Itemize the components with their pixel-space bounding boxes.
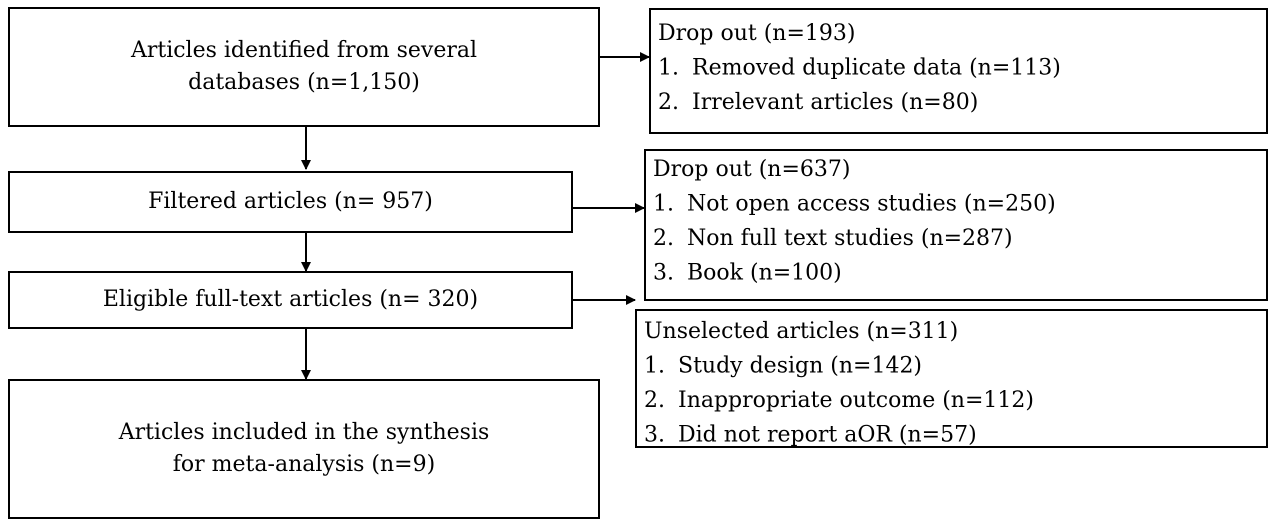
box-text: databases (n=1,150)	[188, 70, 420, 95]
flow-box	[8, 271, 573, 329]
diagram-content: Articles identified from several database…	[8, 7, 1268, 519]
exclusion-title: Drop out (n=193)	[658, 21, 855, 46]
exclusion-box	[635, 309, 1268, 448]
box-text: Eligible full-text articles (n= 320)	[103, 287, 478, 312]
item-text: Inappropriate outcome (n=112)	[678, 388, 1034, 413]
exclusion-box	[649, 8, 1268, 134]
item-number: 3.	[644, 423, 665, 448]
item-number: 2.	[658, 90, 679, 115]
item-text: Non full text studies (n=287)	[687, 226, 1013, 251]
item-number: 3.	[653, 261, 674, 286]
item-number: 2.	[644, 388, 665, 413]
item-text: Not open access studies (n=250)	[687, 192, 1056, 217]
exclusion-box	[644, 149, 1268, 301]
item-number: 1.	[653, 192, 674, 217]
item-text: Study design (n=142)	[678, 354, 922, 379]
exclusion-title: Drop out (n=637)	[653, 157, 850, 182]
item-number: 1.	[644, 354, 665, 379]
item-text: Removed duplicate data (n=113)	[692, 56, 1061, 81]
exclusion-title: Unselected articles (n=311)	[644, 319, 958, 344]
box-text: for meta-analysis (n=9)	[173, 452, 435, 477]
item-text: Book (n=100)	[687, 261, 842, 286]
item-number: 2.	[653, 226, 674, 251]
flow-box	[8, 7, 600, 127]
box-text: Articles identified from several	[130, 38, 477, 63]
item-number: 1.	[658, 56, 679, 81]
box-text: Filtered articles (n= 957)	[148, 189, 433, 214]
flow-box	[8, 171, 573, 233]
item-text: Irrelevant articles (n=80)	[692, 90, 978, 115]
item-text: Did not report aOR (n=57)	[678, 423, 977, 448]
box-text: Articles included in the synthesis	[118, 420, 490, 445]
flow-box	[8, 379, 600, 519]
